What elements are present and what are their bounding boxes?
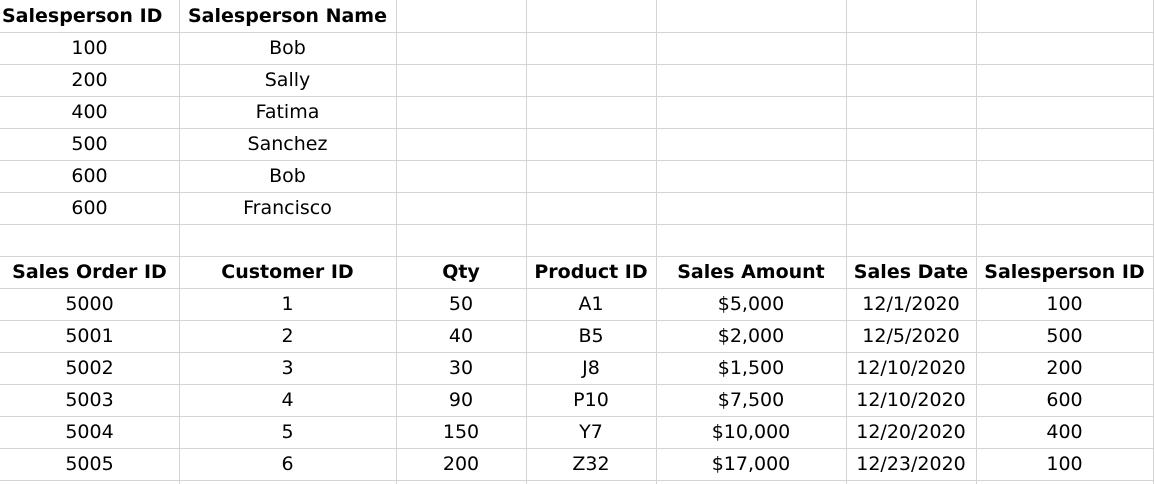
qty-cell[interactable]: 40 [448, 325, 474, 347]
header-sales-date[interactable]: Sales Date [853, 261, 969, 283]
row-gridline [0, 480, 1154, 481]
product-id-cell[interactable]: P10 [573, 389, 609, 411]
row-gridline [0, 416, 1154, 417]
customer-id-cell[interactable]: 2 [281, 325, 294, 347]
row-gridline [0, 320, 1154, 321]
row-gridline [0, 64, 1154, 65]
sales-date-cell[interactable]: 12/10/2020 [856, 357, 966, 379]
product-id-cell[interactable]: B5 [578, 325, 604, 347]
qty-cell[interactable]: 200 [442, 453, 480, 475]
row-gridline [0, 96, 1154, 97]
row-gridline [0, 32, 1154, 33]
column-gridline [179, 0, 180, 484]
salesperson-id-cell[interactable]: 400 [1046, 421, 1083, 443]
header-sales-amount[interactable]: Sales Amount [677, 261, 825, 283]
row-gridline [0, 384, 1154, 385]
salesperson-id-cell[interactable]: 200 [71, 69, 108, 91]
header-sales-order-id[interactable]: Sales Order ID [12, 261, 167, 283]
salesperson-id-cell[interactable]: 100 [1046, 293, 1083, 315]
header-qty[interactable]: Qty [442, 261, 480, 283]
row-gridline [0, 192, 1154, 193]
column-gridline [396, 0, 397, 484]
row-gridline [0, 352, 1154, 353]
salesperson-id-cell[interactable]: 400 [71, 101, 108, 123]
sales-amount-cell[interactable]: $2,000 [717, 325, 785, 347]
sales-amount-cell[interactable]: $10,000 [711, 421, 791, 443]
salesperson-id-cell[interactable]: 100 [71, 37, 108, 59]
sales-amount-cell[interactable]: $17,000 [711, 453, 791, 475]
qty-cell[interactable]: 150 [442, 421, 480, 443]
salesperson-id-cell[interactable]: 600 [1046, 389, 1083, 411]
sales-amount-cell[interactable]: $5,000 [717, 293, 785, 315]
sales-order-id-cell[interactable]: 5003 [65, 389, 114, 411]
qty-cell[interactable]: 90 [448, 389, 474, 411]
salesperson-name-cell[interactable]: Bob [269, 165, 306, 187]
sales-order-id-cell[interactable]: 5002 [65, 357, 114, 379]
sales-order-id-cell[interactable]: 5000 [65, 293, 114, 315]
sales-amount-cell[interactable]: $1,500 [717, 357, 785, 379]
row-gridline [0, 224, 1154, 225]
header-salesperson-id[interactable]: Salesperson ID [2, 5, 163, 27]
product-id-cell[interactable]: Y7 [579, 421, 603, 443]
customer-id-cell[interactable]: 5 [281, 421, 294, 443]
customer-id-cell[interactable]: 1 [281, 293, 294, 315]
customer-id-cell[interactable]: 6 [281, 453, 294, 475]
salesperson-id-cell[interactable]: 200 [1046, 357, 1083, 379]
sales-date-cell[interactable]: 12/20/2020 [856, 421, 966, 443]
sales-order-id-cell[interactable]: 5001 [65, 325, 114, 347]
salesperson-id-cell[interactable]: 500 [1046, 325, 1083, 347]
product-id-cell[interactable]: J8 [582, 357, 600, 379]
sales-date-cell[interactable]: 12/1/2020 [862, 293, 960, 315]
row-gridline [0, 288, 1154, 289]
qty-cell[interactable]: 30 [448, 357, 474, 379]
column-gridline [846, 0, 847, 484]
salesperson-id-cell[interactable]: 600 [71, 197, 108, 219]
salesperson-name-cell[interactable]: Francisco [243, 197, 332, 219]
sales-date-cell[interactable]: 12/10/2020 [856, 389, 966, 411]
product-id-cell[interactable]: Z32 [572, 453, 610, 475]
customer-id-cell[interactable]: 3 [281, 357, 294, 379]
header-salesperson-name[interactable]: Salesperson Name [188, 5, 387, 27]
salesperson-name-cell[interactable]: Sanchez [247, 133, 328, 155]
column-gridline [526, 0, 527, 484]
sales-date-cell[interactable]: 12/5/2020 [862, 325, 960, 347]
sales-order-id-cell[interactable]: 5005 [65, 453, 114, 475]
header-product-id[interactable]: Product ID [534, 261, 648, 283]
salesperson-id-cell[interactable]: 500 [71, 133, 108, 155]
sales-amount-cell[interactable]: $7,500 [717, 389, 785, 411]
product-id-cell[interactable]: A1 [578, 293, 604, 315]
column-gridline [656, 0, 657, 484]
row-gridline [0, 128, 1154, 129]
row-gridline [0, 160, 1154, 161]
customer-id-cell[interactable]: 4 [281, 389, 294, 411]
salesperson-name-cell[interactable]: Sally [264, 69, 311, 91]
salesperson-name-cell[interactable]: Fatima [255, 101, 320, 123]
salesperson-id-cell[interactable]: 100 [1046, 453, 1083, 475]
qty-cell[interactable]: 50 [448, 293, 474, 315]
header-customer-id[interactable]: Customer ID [221, 261, 354, 283]
row-gridline [0, 256, 1154, 257]
salesperson-name-cell[interactable]: Bob [269, 37, 306, 59]
row-gridline [0, 448, 1154, 449]
sales-date-cell[interactable]: 12/23/2020 [856, 453, 966, 475]
salesperson-id-cell[interactable]: 600 [71, 165, 108, 187]
sales-order-id-cell[interactable]: 5004 [65, 421, 114, 443]
header-salesperson-id[interactable]: Salesperson ID [984, 261, 1145, 283]
column-gridline [976, 0, 977, 484]
